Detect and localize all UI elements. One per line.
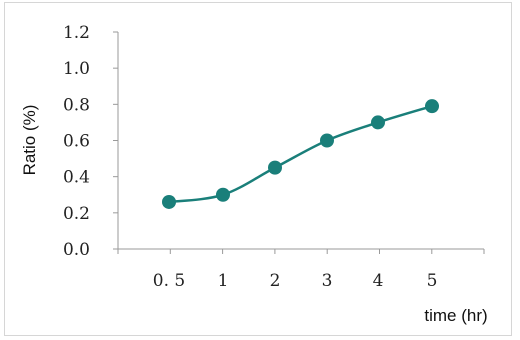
series-line: [168, 104, 433, 204]
y-axis-label: Ratio (%): [20, 105, 39, 176]
data-point: [268, 160, 282, 175]
x-axis-label: time (hr): [424, 306, 487, 325]
y-ticks: 1.2 1.0 0.8 0.6 0.4 0.2 0.0: [63, 23, 118, 260]
chart-frame: [4, 2, 512, 336]
x-tick-label: 5: [427, 271, 438, 291]
y-tick-label: 0.0: [63, 240, 90, 260]
y-tick-label: 1.2: [63, 23, 90, 43]
x-tick-label: 2: [270, 271, 281, 291]
y-tick-label: 0.6: [63, 132, 90, 152]
data-point: [216, 187, 230, 202]
y-tick-label: 0.4: [63, 168, 90, 188]
data-point: [371, 115, 385, 130]
x-tick-label: 3: [322, 271, 333, 291]
data-point: [425, 99, 439, 114]
y-tick-label: 1.0: [63, 59, 90, 79]
y-tick-label: 0.2: [63, 204, 90, 224]
x-tick-label: 0. 5: [153, 271, 185, 291]
x-tick-label: 4: [373, 271, 384, 291]
data-point: [320, 133, 334, 148]
x-ticks: 0. 5 1 2 3 4 5: [117, 249, 485, 291]
y-tick-label: 0.8: [63, 95, 90, 115]
data-point: [162, 194, 176, 209]
x-tick-label: 1: [218, 271, 229, 291]
data-points: [162, 99, 439, 209]
axes: [117, 32, 484, 250]
